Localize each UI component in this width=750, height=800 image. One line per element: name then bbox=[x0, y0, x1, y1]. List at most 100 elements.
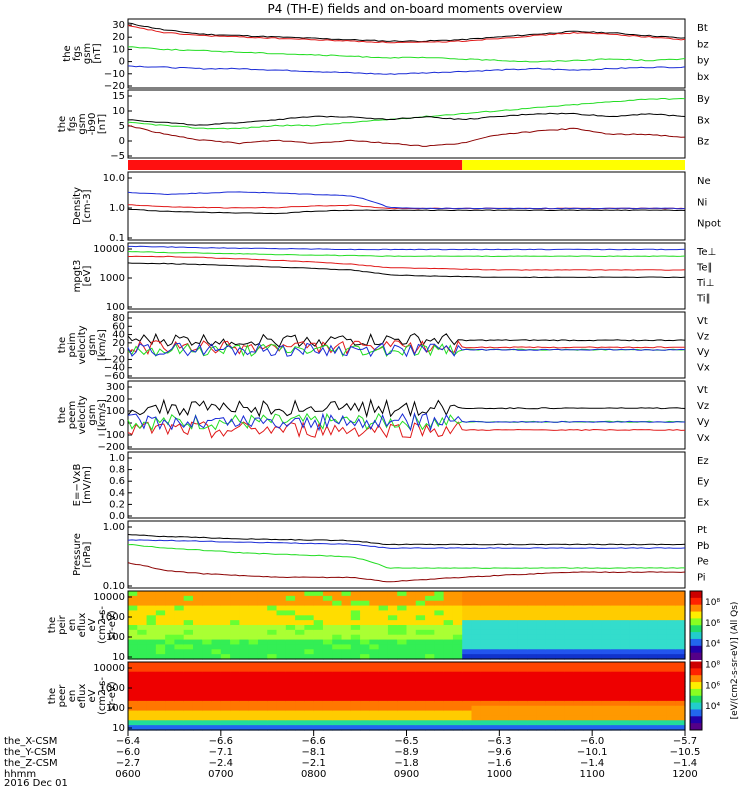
heatmap-cell bbox=[155, 600, 166, 607]
heatmap-cell bbox=[620, 644, 630, 650]
heatmap-cell bbox=[322, 662, 333, 668]
heatmap-cell bbox=[536, 654, 547, 660]
heatmap-cell bbox=[666, 671, 677, 678]
heatmap-cell bbox=[573, 600, 584, 607]
heatmap-cell bbox=[137, 691, 148, 697]
heatmap-cell bbox=[257, 639, 268, 646]
heatmap-cell bbox=[620, 591, 630, 597]
heatmap-cell bbox=[610, 610, 621, 616]
heatmap-cell bbox=[517, 691, 528, 697]
heatmap-cell bbox=[527, 639, 538, 646]
heatmap-cell bbox=[369, 671, 380, 678]
heatmap-cell bbox=[387, 605, 398, 612]
heatmap-cell bbox=[638, 644, 649, 650]
heatmap-cell bbox=[675, 610, 686, 616]
heatmap-cell bbox=[239, 634, 250, 641]
heatmap-cell bbox=[610, 649, 621, 655]
heatmap-cell bbox=[369, 705, 380, 712]
heatmap-cell bbox=[211, 639, 222, 646]
y-axis-label: Density bbox=[72, 187, 83, 225]
heatmap-cell bbox=[629, 595, 640, 602]
heatmap-cell bbox=[629, 696, 640, 702]
heatmap-cell bbox=[545, 725, 556, 731]
heatmap-cell bbox=[675, 715, 686, 721]
heatmap-cell bbox=[239, 681, 250, 687]
heatmap-cell bbox=[165, 620, 176, 626]
heatmap-cell bbox=[536, 595, 547, 602]
y-axis-label: en bbox=[67, 690, 78, 703]
heatmap-cell bbox=[582, 691, 593, 697]
heatmap-cell bbox=[276, 605, 287, 612]
heatmap-cell bbox=[536, 681, 547, 687]
heatmap-cell bbox=[378, 700, 389, 707]
heatmap-cell bbox=[313, 610, 324, 616]
heatmap-cell bbox=[471, 705, 482, 712]
heatmap-cell bbox=[322, 671, 333, 678]
heatmap-cell bbox=[675, 696, 686, 702]
heatmap-cell bbox=[304, 691, 315, 697]
y-tick-label: 1.0 bbox=[109, 203, 125, 214]
heatmap-cell bbox=[285, 610, 296, 616]
heatmap-cell bbox=[443, 615, 454, 621]
heatmap-cell bbox=[666, 634, 677, 641]
heatmap-cell bbox=[397, 629, 408, 636]
heatmap-cell bbox=[174, 681, 185, 687]
y-axis-label: [eV] bbox=[82, 266, 93, 287]
heatmap-cell bbox=[304, 666, 315, 673]
heatmap-cell bbox=[545, 662, 556, 668]
heatmap-cell bbox=[629, 691, 640, 697]
legend-entry: Pt bbox=[697, 525, 707, 536]
heatmap-cell bbox=[582, 649, 593, 655]
heatmap-cell bbox=[452, 605, 463, 612]
heatmap-cell bbox=[471, 625, 482, 631]
heatmap-cell bbox=[304, 634, 315, 641]
heatmap-cell bbox=[313, 629, 324, 636]
y-axis-label: peim bbox=[67, 332, 78, 357]
heatmap-cell bbox=[657, 725, 668, 731]
heatmap-cell bbox=[230, 681, 240, 687]
heatmap-cell bbox=[155, 649, 166, 655]
heatmap-cell bbox=[267, 700, 278, 707]
heatmap-cell bbox=[582, 600, 593, 607]
heatmap-cell bbox=[128, 625, 138, 631]
heatmap-cell bbox=[230, 715, 240, 721]
heatmap-cell bbox=[192, 625, 203, 631]
heatmap-cell bbox=[629, 591, 640, 597]
heatmap-cell bbox=[555, 620, 565, 626]
heatmap-cell bbox=[360, 666, 370, 673]
heatmap-cell bbox=[387, 654, 398, 660]
heatmap-cell bbox=[341, 605, 352, 612]
heatmap-cell bbox=[165, 700, 176, 707]
heatmap-cell bbox=[545, 696, 556, 702]
heatmap-cell bbox=[452, 629, 463, 636]
heatmap-cell bbox=[239, 595, 250, 602]
heatmap-cell bbox=[592, 700, 603, 707]
heatmap-cell bbox=[295, 615, 305, 621]
heatmap-cell bbox=[675, 671, 686, 678]
heatmap-cell bbox=[638, 691, 649, 697]
x-tick-label: −8.1 bbox=[302, 747, 326, 758]
heatmap-cell bbox=[183, 591, 194, 597]
heatmap-cell bbox=[564, 715, 575, 721]
heatmap-cell bbox=[452, 691, 463, 697]
heatmap-cell bbox=[443, 705, 454, 712]
heatmap-cell bbox=[341, 629, 352, 636]
heatmap-cell bbox=[620, 671, 630, 678]
heatmap-cell bbox=[174, 644, 185, 650]
heatmap-cell bbox=[239, 676, 250, 683]
series-line-Te⊥ bbox=[128, 255, 686, 271]
heatmap-cell bbox=[304, 649, 315, 655]
heatmap-cell bbox=[647, 610, 658, 616]
heatmap-cell bbox=[499, 620, 510, 626]
heatmap-cell bbox=[183, 649, 194, 655]
heatmap-cell bbox=[155, 610, 166, 616]
series-line-Pb bbox=[127, 562, 686, 583]
heatmap-cell bbox=[555, 615, 565, 621]
heatmap-cell bbox=[202, 696, 213, 702]
y-axis-label: eflux bbox=[77, 613, 88, 638]
heatmap-cell bbox=[415, 620, 426, 626]
heatmap-cell bbox=[146, 654, 157, 660]
heatmap-cell bbox=[313, 654, 324, 660]
heatmap-cell bbox=[202, 715, 213, 721]
heatmap-cell bbox=[397, 700, 408, 707]
